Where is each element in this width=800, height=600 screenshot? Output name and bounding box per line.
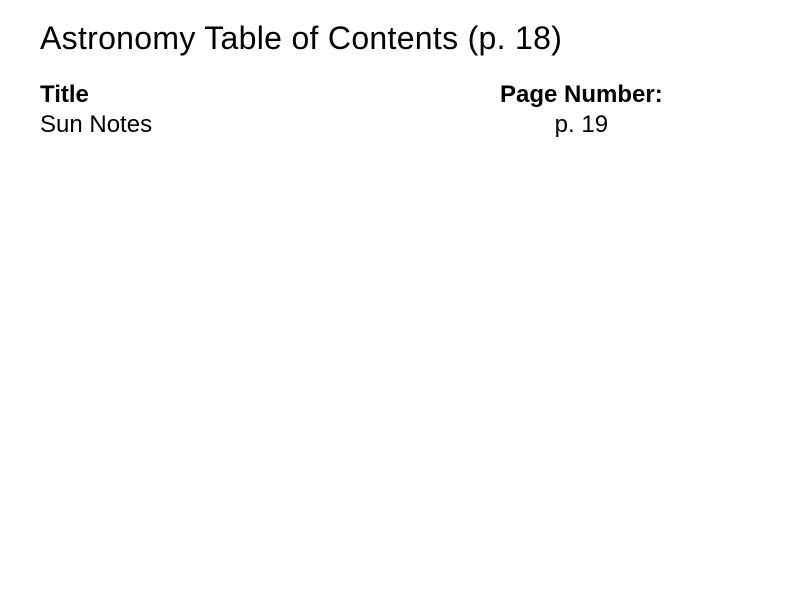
page-column-header: Page Number: [500, 81, 663, 109]
page-column-value: p. 19 [500, 111, 663, 139]
title-column-value: Sun Notes [40, 111, 460, 139]
toc-table: Title Sun Notes Page Number: p. 19 [40, 81, 760, 139]
title-column-header: Title [40, 81, 460, 109]
page-heading: Astronomy Table of Contents (p. 18) [40, 20, 760, 57]
title-column: Title Sun Notes [40, 81, 460, 139]
page-column: Page Number: p. 19 [500, 81, 663, 139]
